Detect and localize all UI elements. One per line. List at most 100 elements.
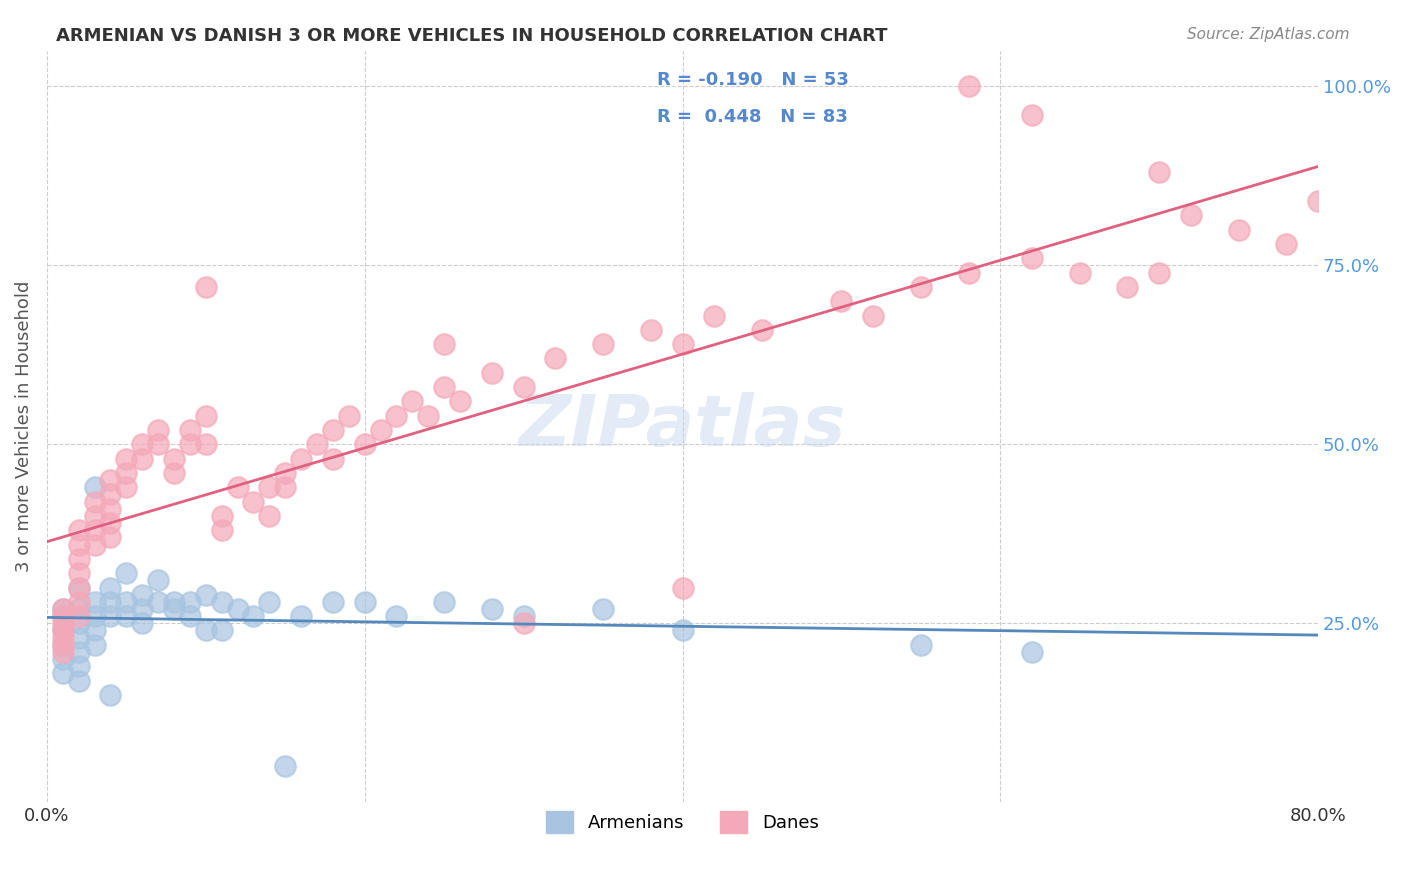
Legend: Armenians, Danes: Armenians, Danes (534, 798, 831, 846)
Point (52, 624, 75, 638)
Point (52, 602, 75, 616)
Point (259, 508, 281, 523)
Point (194, 280, 217, 294)
Point (259, 480, 281, 494)
Point (52, 616, 75, 631)
Point (100, 530, 122, 544)
Point (115, 595, 138, 609)
Point (100, 609, 122, 624)
Text: R =  0.448   N = 83: R = 0.448 N = 83 (657, 108, 848, 126)
Point (163, 466, 186, 480)
Point (83, 480, 105, 494)
Point (194, 588, 217, 602)
Point (592, 602, 614, 616)
Point (52, 602, 75, 616)
Y-axis label: 3 or more Vehicles in Household: 3 or more Vehicles in Household (15, 281, 32, 572)
Point (305, 437, 328, 451)
Point (131, 616, 153, 631)
Point (179, 437, 201, 451)
Point (322, 595, 344, 609)
Point (322, 451, 344, 466)
Point (52, 645, 75, 659)
Point (226, 480, 249, 494)
Point (115, 609, 138, 624)
Point (211, 624, 233, 638)
Point (671, 337, 693, 351)
Point (512, 380, 534, 394)
Point (1275, 236, 1298, 251)
Point (52, 631, 75, 645)
Point (274, 480, 297, 494)
Point (52, 609, 75, 624)
Point (194, 437, 217, 451)
Point (67, 616, 90, 631)
Point (370, 423, 392, 437)
Point (67, 602, 90, 616)
Point (1069, 266, 1091, 280)
Point (83, 494, 105, 508)
Point (115, 451, 138, 466)
Point (512, 609, 534, 624)
Point (146, 574, 169, 588)
Point (433, 380, 456, 394)
Point (67, 673, 90, 688)
Point (703, 309, 725, 323)
Point (100, 501, 122, 516)
Point (512, 616, 534, 631)
Point (52, 638, 75, 652)
Point (1308, 194, 1330, 208)
Point (671, 624, 693, 638)
Point (67, 538, 90, 552)
Point (1021, 108, 1043, 122)
Point (115, 566, 138, 581)
Point (242, 494, 264, 508)
Point (1227, 222, 1250, 236)
Point (163, 595, 186, 609)
Point (179, 609, 201, 624)
Point (131, 602, 153, 616)
Point (163, 602, 186, 616)
Text: ZIPatlas: ZIPatlas (519, 392, 846, 461)
Point (52, 652, 75, 666)
Point (1021, 252, 1043, 266)
Point (481, 366, 503, 380)
Point (544, 351, 567, 366)
Point (52, 638, 75, 652)
Point (433, 337, 456, 351)
Point (52, 666, 75, 681)
Point (131, 451, 153, 466)
Point (353, 595, 375, 609)
Point (385, 409, 408, 423)
Text: R = -0.190   N = 53: R = -0.190 N = 53 (657, 70, 849, 88)
Point (67, 595, 90, 609)
Point (83, 609, 105, 624)
Point (211, 523, 233, 537)
Point (910, 280, 932, 294)
Point (401, 394, 423, 409)
Text: Source: ZipAtlas.com: Source: ZipAtlas.com (1187, 27, 1350, 42)
Point (226, 602, 249, 616)
Point (194, 624, 217, 638)
Point (100, 581, 122, 595)
Point (353, 437, 375, 451)
Point (52, 624, 75, 638)
Point (862, 309, 884, 323)
Point (751, 323, 773, 337)
Point (1116, 280, 1139, 294)
Point (115, 480, 138, 494)
Point (67, 566, 90, 581)
Point (640, 323, 662, 337)
Point (957, 266, 980, 280)
Point (100, 688, 122, 702)
Point (910, 638, 932, 652)
Point (146, 423, 169, 437)
Point (83, 595, 105, 609)
Point (1147, 266, 1170, 280)
Point (274, 759, 297, 773)
Point (481, 602, 503, 616)
Point (179, 423, 201, 437)
Point (418, 409, 440, 423)
Point (337, 409, 360, 423)
Point (449, 394, 471, 409)
Point (83, 638, 105, 652)
